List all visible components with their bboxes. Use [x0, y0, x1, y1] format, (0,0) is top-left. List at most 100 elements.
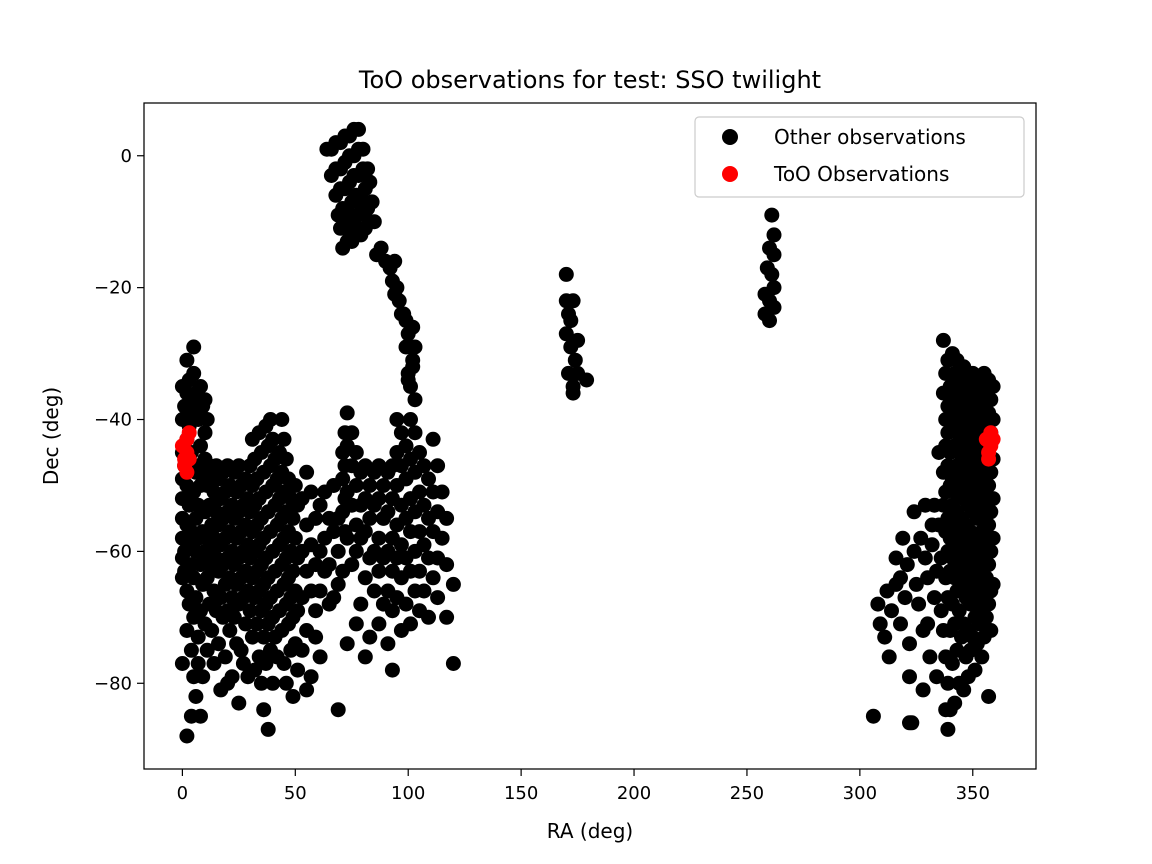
point-other-observations	[940, 675, 956, 691]
point-other-observations	[290, 662, 306, 678]
point-other-observations	[371, 563, 387, 579]
point-other-observations	[362, 510, 378, 526]
point-other-observations	[353, 596, 369, 612]
legend-box	[694, 116, 1025, 198]
point-other-observations	[558, 326, 574, 342]
point-other-observations	[940, 721, 956, 737]
point-other-observations	[330, 702, 346, 718]
point-other-observations	[294, 642, 310, 658]
point-other-observations	[285, 689, 301, 704]
point-other-observations	[570, 332, 586, 348]
point-other-observations	[199, 570, 215, 586]
x-tick-label: 50	[284, 783, 307, 804]
x-tick-label: 0	[177, 783, 188, 804]
point-other-observations	[197, 392, 213, 408]
point-other-observations	[985, 491, 1001, 507]
point-other-observations	[348, 543, 364, 559]
point-other-observations	[326, 524, 342, 540]
point-other-observations	[348, 478, 364, 493]
point-other-observations	[407, 425, 423, 441]
point-other-observations	[287, 478, 303, 493]
point-other-observations	[872, 616, 888, 632]
point-other-observations	[303, 669, 319, 685]
point-other-observations	[249, 616, 265, 632]
point-other-observations	[357, 649, 373, 665]
point-other-observations	[231, 458, 247, 474]
point-other-observations	[565, 293, 581, 309]
x-tick-label: 150	[504, 783, 538, 804]
point-other-observations	[384, 662, 400, 678]
point-other-observations	[405, 359, 421, 375]
point-other-observations	[344, 557, 360, 573]
point-too-observations	[985, 431, 1001, 447]
point-other-observations	[407, 339, 423, 355]
point-other-observations	[193, 438, 208, 454]
legend: Other observations ToO Observations	[694, 116, 1025, 198]
point-other-observations	[312, 497, 328, 513]
point-other-observations	[380, 636, 396, 652]
point-other-observations	[371, 491, 387, 507]
point-other-observations	[884, 603, 899, 619]
point-other-observations	[360, 161, 376, 177]
point-other-observations	[351, 121, 366, 137]
point-other-observations	[396, 306, 412, 322]
point-other-observations	[906, 543, 922, 559]
point-other-observations	[926, 590, 942, 606]
point-other-observations	[380, 504, 396, 520]
point-other-observations	[967, 662, 983, 678]
point-other-observations	[416, 537, 432, 553]
point-other-observations	[439, 557, 455, 573]
point-other-observations	[226, 609, 242, 625]
point-other-observations	[911, 596, 927, 612]
point-other-observations	[403, 616, 418, 632]
point-other-observations	[357, 524, 373, 540]
point-other-observations	[393, 537, 409, 553]
point-other-observations	[877, 629, 893, 645]
point-other-observations	[186, 365, 202, 381]
y-tick-label: −80	[94, 673, 132, 694]
point-other-observations	[373, 240, 389, 256]
x-tick-label: 100	[391, 783, 425, 804]
point-other-observations	[179, 728, 195, 744]
point-other-observations	[897, 590, 913, 606]
point-other-observations	[253, 675, 269, 691]
point-other-observations	[265, 431, 281, 447]
point-other-observations	[951, 603, 967, 619]
point-other-observations	[183, 642, 199, 658]
point-other-observations	[224, 669, 240, 685]
point-other-observations	[258, 656, 274, 671]
point-other-observations	[764, 266, 780, 282]
point-other-observations	[197, 425, 213, 441]
point-other-observations	[233, 642, 249, 658]
point-other-observations	[881, 649, 897, 665]
legend-marker-other-observations	[722, 129, 738, 145]
point-other-observations	[981, 478, 997, 493]
point-other-observations	[303, 484, 319, 500]
point-too-observations	[181, 425, 197, 441]
point-other-observations	[762, 240, 777, 256]
point-other-observations	[902, 669, 917, 685]
y-tick-label: −40	[94, 410, 132, 431]
point-other-observations	[985, 412, 1001, 427]
point-other-observations	[179, 623, 195, 638]
point-other-observations	[193, 708, 208, 724]
point-other-observations	[387, 286, 403, 302]
point-other-observations	[299, 464, 315, 480]
point-other-observations	[416, 458, 432, 474]
point-other-observations	[348, 616, 364, 632]
point-other-observations	[375, 478, 391, 493]
point-other-observations	[893, 616, 908, 632]
point-other-observations	[398, 438, 414, 454]
point-other-observations	[421, 471, 436, 487]
point-other-observations	[439, 510, 455, 526]
point-other-observations	[904, 715, 920, 731]
point-other-observations	[174, 656, 190, 671]
point-other-observations	[917, 550, 933, 566]
point-other-observations	[384, 603, 400, 619]
point-other-observations	[888, 550, 904, 566]
point-other-observations	[981, 689, 997, 704]
point-other-observations	[247, 662, 263, 678]
point-other-observations	[330, 543, 346, 559]
x-axis-label: RA (deg)	[547, 819, 633, 843]
